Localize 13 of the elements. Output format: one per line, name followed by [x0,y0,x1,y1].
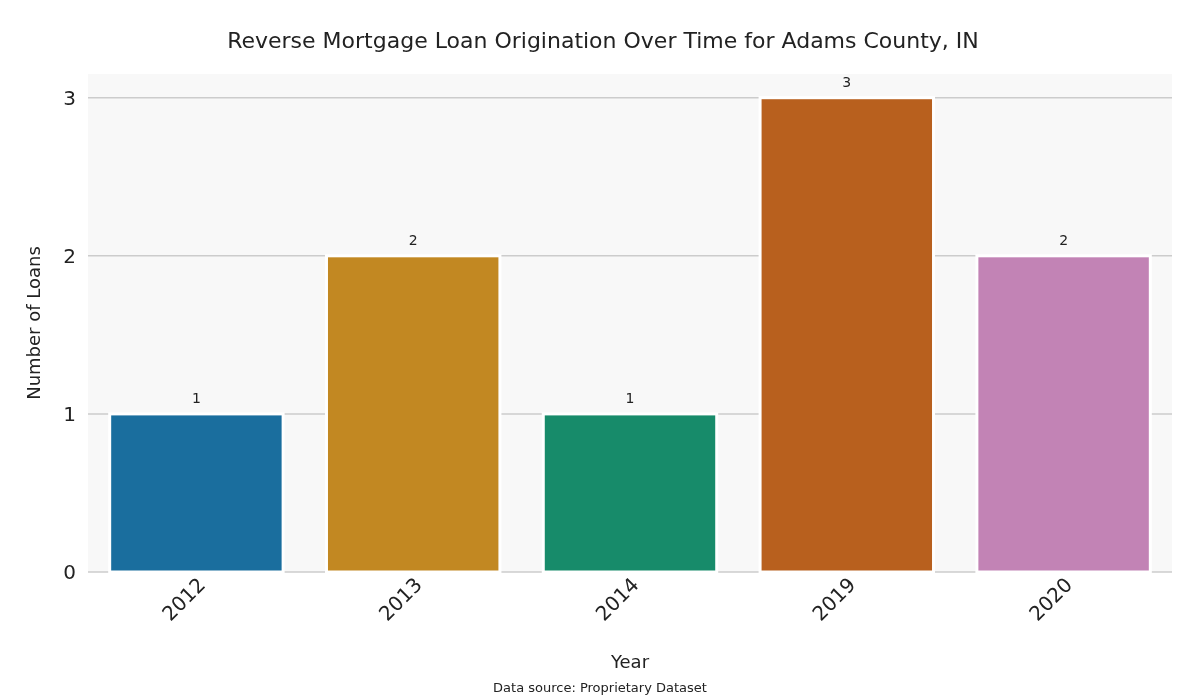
y-tick-label: 2 [63,243,76,268]
y-tick-label: 0 [63,559,76,584]
x-axis-title: Year [609,651,650,672]
y-tick-label: 3 [63,85,76,110]
y-tick-label: 1 [63,401,76,426]
source-note: Data source: Proprietary Dataset [493,680,707,695]
data-label: 1 [625,389,635,406]
y-axis-title: Number of Loans [23,246,44,400]
data-label: 2 [1059,231,1069,248]
data-label: 1 [191,389,201,406]
data-label: 2 [408,231,418,248]
data-label: 3 [842,73,852,90]
chart-title: Reverse Mortgage Loan Origination Over Time for Adams County, IN [227,28,979,53]
